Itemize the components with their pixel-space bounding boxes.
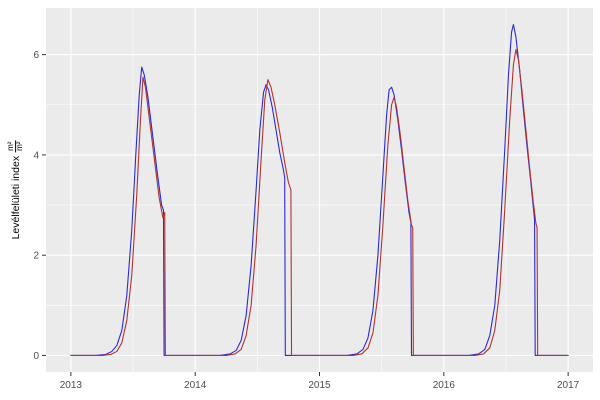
- y-tick-label: 2: [33, 251, 39, 262]
- y-axis-unit-fraction: m² m²: [6, 140, 25, 152]
- x-tick-label: 2016: [433, 380, 456, 391]
- y-tick-label: 4: [33, 150, 39, 161]
- unit-denominator: m²: [15, 141, 25, 151]
- x-tick-label: 2015: [308, 380, 331, 391]
- y-axis-label-text: Levélfelületi index: [10, 155, 22, 240]
- y-tick-label: 0: [33, 351, 39, 362]
- series-line-simulated-red: [70, 49, 569, 357]
- y-tick-label: 6: [33, 50, 39, 61]
- x-tick-label: 2013: [60, 380, 83, 391]
- x-tick-label: 2017: [557, 380, 580, 391]
- x-tick-label: 2014: [184, 380, 207, 391]
- y-axis-label: Levélfelületi index m² m²: [6, 140, 25, 240]
